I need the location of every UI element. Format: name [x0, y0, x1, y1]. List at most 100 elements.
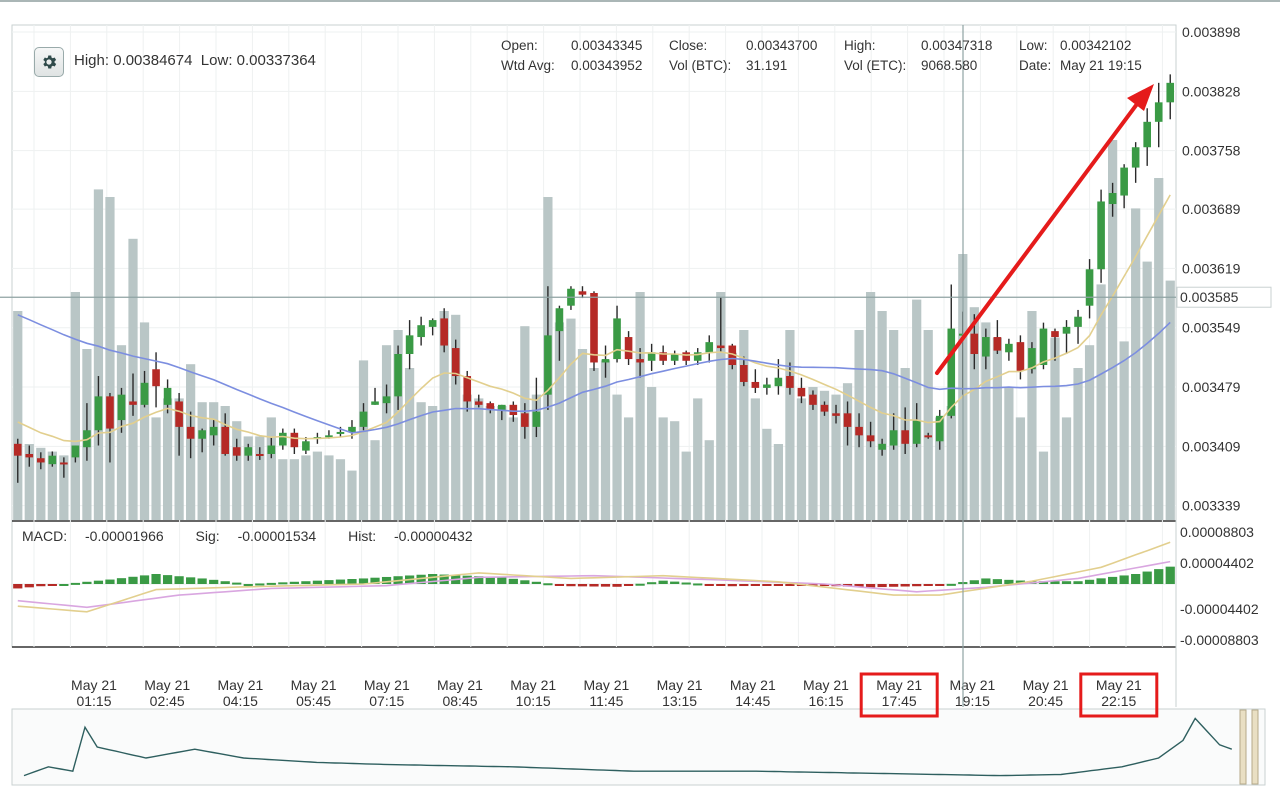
volume-bar	[819, 390, 830, 520]
volume-bar	[105, 197, 115, 520]
volume-bar	[969, 307, 979, 520]
candle-body	[221, 426, 230, 454]
candle-body	[786, 376, 794, 388]
x-tick-time: 20:45	[1028, 693, 1063, 709]
candle-body	[1016, 342, 1025, 371]
macd-tick-label: 0.00008803	[1180, 524, 1254, 540]
candle-body	[428, 320, 437, 327]
x-tick-date: May 21	[510, 677, 556, 693]
macd-hist-bar	[116, 578, 127, 584]
macd-hist-bar	[324, 580, 334, 584]
candle-body	[325, 435, 333, 438]
candle-body	[198, 430, 206, 439]
x-tick-time: 19:15	[955, 693, 990, 709]
crosshair-price-label: 0.003585	[1180, 289, 1239, 305]
x-tick-date: May 21	[583, 677, 629, 693]
candle-body	[37, 458, 45, 463]
navigator-line	[23, 717, 1233, 777]
macd-hist-bar	[174, 576, 184, 584]
settings-button[interactable]	[34, 47, 64, 77]
close-value: 0.00343700	[746, 38, 818, 53]
volume-bar	[301, 455, 311, 520]
macd-hist-bar	[877, 584, 887, 588]
macd-hist-bar	[865, 584, 876, 588]
x-tick-date: May 21	[144, 677, 190, 693]
volume-bar	[577, 349, 588, 520]
macd-hist-bar	[900, 584, 910, 587]
volume-bar	[877, 311, 887, 520]
highlight-box	[859, 672, 939, 718]
macd-hist-bar	[243, 584, 253, 586]
volume-bar	[209, 402, 219, 520]
candle-body	[232, 447, 241, 456]
range-readout: High: 0.00384674 Low: 0.00337364	[74, 52, 316, 69]
date-label: Date:	[1019, 58, 1052, 73]
range-high-label: High:	[74, 52, 110, 69]
macd-hist-bar	[1050, 581, 1060, 584]
signal-label: Sig: -0.00001534	[196, 528, 331, 544]
volume-bar	[670, 421, 680, 520]
macd-hist-bar	[531, 581, 541, 584]
macd-hist-bar	[370, 577, 380, 584]
macd-hist-bar	[1108, 576, 1118, 584]
volume-bar	[1015, 417, 1026, 520]
navigator-frame	[11, 708, 1266, 786]
navigator[interactable]	[11, 708, 1266, 786]
macd-panel	[12, 541, 1176, 613]
macd-hist-bar	[416, 574, 426, 584]
candle-body	[440, 318, 448, 346]
volume-bar	[566, 318, 576, 520]
candle-body	[878, 443, 886, 450]
candle-body	[993, 337, 1002, 351]
macd-hist-bar	[1004, 579, 1014, 584]
volume-bar	[704, 440, 714, 520]
y-tick-label: 0.003339	[1182, 498, 1241, 514]
candle-body	[935, 415, 944, 442]
y-tick-label: 0.003549	[1182, 320, 1241, 336]
volume-bar	[935, 417, 945, 520]
macd-hist-bar	[1154, 569, 1164, 584]
volume-bar	[693, 398, 703, 520]
volume-bar	[1108, 140, 1118, 520]
volume-bar	[508, 417, 518, 520]
candle-body	[613, 318, 621, 360]
date-value: May 21 19:15	[1060, 58, 1142, 73]
macd-hist-bar	[773, 584, 784, 586]
macd-hist-bar	[854, 584, 864, 587]
open-label: Open:	[501, 38, 538, 53]
x-tick-time: 01:15	[76, 693, 111, 709]
macd-hist-bar	[623, 584, 634, 586]
macd-hist-bar	[704, 584, 714, 586]
candle-body	[1028, 348, 1036, 370]
signal-value: -0.00001534	[237, 528, 317, 544]
x-tick-time: 02:45	[150, 693, 185, 709]
volume-bar	[1119, 341, 1129, 520]
macd-hist-bar	[520, 580, 530, 584]
candle-body	[843, 413, 852, 427]
macd-hist-bar	[1131, 574, 1141, 584]
x-tick-time: 10:15	[516, 693, 551, 709]
volume-bar	[992, 337, 1002, 520]
volume-bar	[762, 428, 772, 520]
macd-hist-bar	[981, 578, 991, 584]
y-axis: 0.003898 0.003828 0.003758 0.003689 0.003619…	[1180, 24, 1259, 648]
candle-body	[578, 291, 587, 295]
x-tick-date: May 21	[949, 677, 995, 693]
candle-body	[94, 396, 103, 431]
volume-bar	[946, 406, 956, 520]
y-tick-label: 0.003689	[1182, 201, 1241, 217]
macd-hist-bar	[1165, 566, 1175, 584]
macd-hist-bar	[762, 584, 772, 586]
macd-tick-label: -0.00008803	[1180, 632, 1259, 648]
candle-body	[670, 353, 679, 361]
volume-bar	[1038, 451, 1049, 520]
slow-moving-average	[17, 314, 1171, 434]
volume-bar	[162, 398, 173, 520]
volume-bar	[796, 398, 807, 520]
candle-body	[417, 325, 425, 338]
macd-hist-bar	[197, 578, 207, 584]
open-value: 0.00343345	[571, 38, 643, 53]
volume-bar	[1004, 387, 1014, 520]
signal-line	[17, 560, 1171, 609]
